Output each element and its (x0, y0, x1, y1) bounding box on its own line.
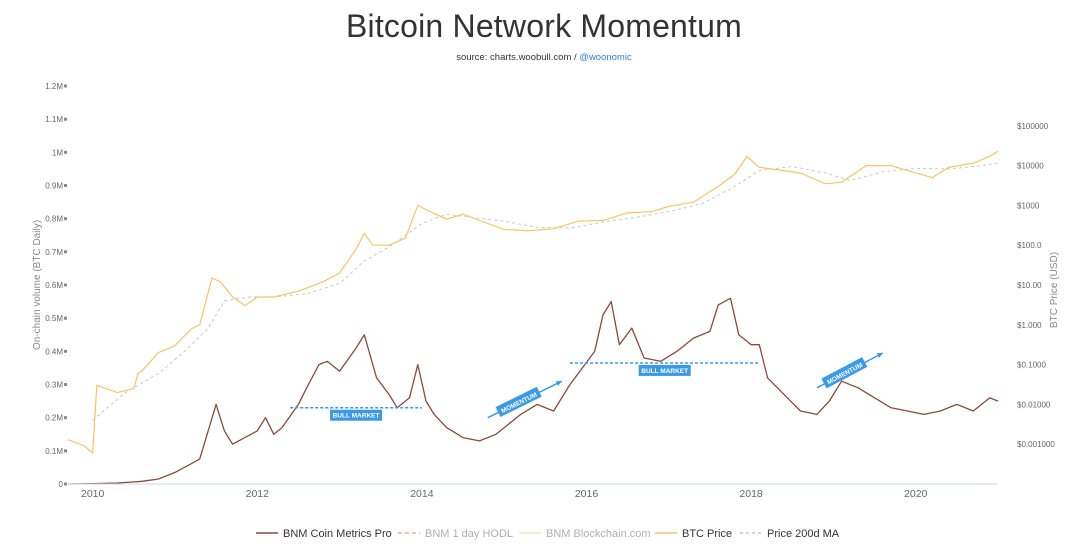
legend-item[interactable]: BNM 1 day HODL (398, 528, 513, 540)
y-left-tick-label: 0.2M (45, 414, 63, 423)
momentum-label-box (821, 357, 868, 389)
momentum-label-group: MOMENTUM (821, 357, 868, 389)
y-left-tick-mark (64, 117, 67, 121)
legend-label: Price 200d MA (767, 528, 840, 540)
y-left-tick-label: 0.6M (45, 281, 63, 290)
x-tick-label: 2016 (575, 488, 599, 500)
y-left-tick-label: 0 (59, 480, 64, 489)
y-left-tick-mark (64, 349, 67, 353)
bull-market-label: BULL MARKET (641, 368, 688, 375)
series-line-price-200d-ma (92, 162, 999, 421)
y-right-tick-label: $10000 (1017, 162, 1044, 171)
series-line-btc-price (67, 150, 999, 454)
y-right-tick-label: $0.001000 (1017, 440, 1055, 449)
y-right-tick-label: $0.1000 (1017, 361, 1046, 370)
y-right-axis-title: BTC Price (USD) (1049, 252, 1060, 328)
momentum-label-box (495, 386, 542, 417)
legend-item[interactable]: BNM Blockchain.com (519, 528, 651, 540)
y-left-tick-mark (64, 449, 67, 453)
y-left-tick-mark (64, 150, 67, 154)
legend-label: BTC Price (682, 528, 732, 540)
momentum-arrow-head (555, 381, 562, 386)
y-left-tick-label: 1.1M (45, 115, 63, 124)
y-left-tick-label: 1M (52, 148, 63, 157)
y-left-tick-label: 0.4M (45, 347, 63, 356)
y-right-tick-label: $100000 (1017, 122, 1049, 131)
y-left-tick-label: 0.3M (45, 381, 63, 390)
momentum-arrow-head (876, 352, 883, 358)
x-tick-label: 2018 (739, 488, 763, 500)
y-right-tick-label: $0.01000 (1017, 400, 1051, 409)
annotations: BULL MARKET MOMENTUM BULL MARKET MOMENTUM (290, 352, 884, 421)
y-right-tick-label: $10.00 (1017, 281, 1042, 290)
y-left-tick-label: 0.7M (45, 248, 63, 257)
legend-item[interactable]: Price 200d MA (740, 528, 840, 540)
y-left-tick-label: 0.9M (45, 182, 63, 191)
y-left-tick-label: 1.2M (45, 82, 63, 91)
plot-area (67, 150, 999, 485)
y-left-tick-mark (64, 416, 67, 420)
y-right-tick-label: $100.0 (1017, 241, 1042, 250)
bull-market-label: BULL MARKET (333, 413, 380, 420)
x-tick-label: 2010 (81, 488, 105, 500)
legend-item[interactable]: BTC Price (655, 528, 732, 540)
bull-market-label-box (638, 364, 691, 376)
y-right-tick-label: $1000 (1017, 201, 1040, 210)
legend-item[interactable]: BNM Coin Metrics Pro (256, 528, 392, 540)
y-left-tick-label: 0.5M (45, 314, 63, 323)
legend-label: BNM 1 day HODL (425, 528, 513, 540)
y-left-axis-title: On-chain volume (BTC Daily) (32, 220, 43, 350)
series-line-bnm-coin-metrics-pro (67, 297, 999, 485)
y-left-tick-mark (64, 482, 67, 486)
y-left-tick-mark (64, 250, 67, 254)
subtitle-handle-link[interactable]: @woonomic (579, 52, 632, 63)
x-tick-label: 2012 (246, 488, 270, 500)
x-tick-label: 2014 (410, 488, 434, 500)
y-left-tick-mark (64, 383, 67, 386)
y-left-tick-mark (64, 84, 67, 88)
legend[interactable]: BNM Coin Metrics Pro BNM 1 day HODL BNM Bl… (256, 528, 840, 540)
chart-title: Bitcoin Network Momentum (345, 8, 743, 44)
legend-label: BNM Coin Metrics Pro (283, 528, 392, 540)
x-tick-label: 2020 (904, 488, 928, 500)
y-left-tick-mark (64, 316, 67, 320)
y-left-tick-mark (64, 217, 67, 221)
y-right-tick-label: $1.000 (1017, 321, 1042, 330)
chart-subtitle: source: charts.woobull.com / @woonomic (0, 52, 1080, 63)
y-left-tick-mark (64, 184, 67, 187)
bull-market-label-box (330, 409, 383, 421)
y-left-tick-label: 0.1M (45, 447, 63, 456)
y-left-tick-mark (64, 283, 67, 287)
y-left-tick-label: 0.8M (45, 215, 63, 224)
momentum-label-group: MOMENTUM (495, 386, 542, 417)
axes: 0 0.1M 0.2M 0.3M 0.4M 0.5M 0.6M 0.7M 0.8M 0.9M 1M 1… (32, 82, 1060, 500)
subtitle-source: source: charts.woobull.com / (456, 52, 580, 63)
legend-label: BNM Blockchain.com (546, 528, 651, 540)
